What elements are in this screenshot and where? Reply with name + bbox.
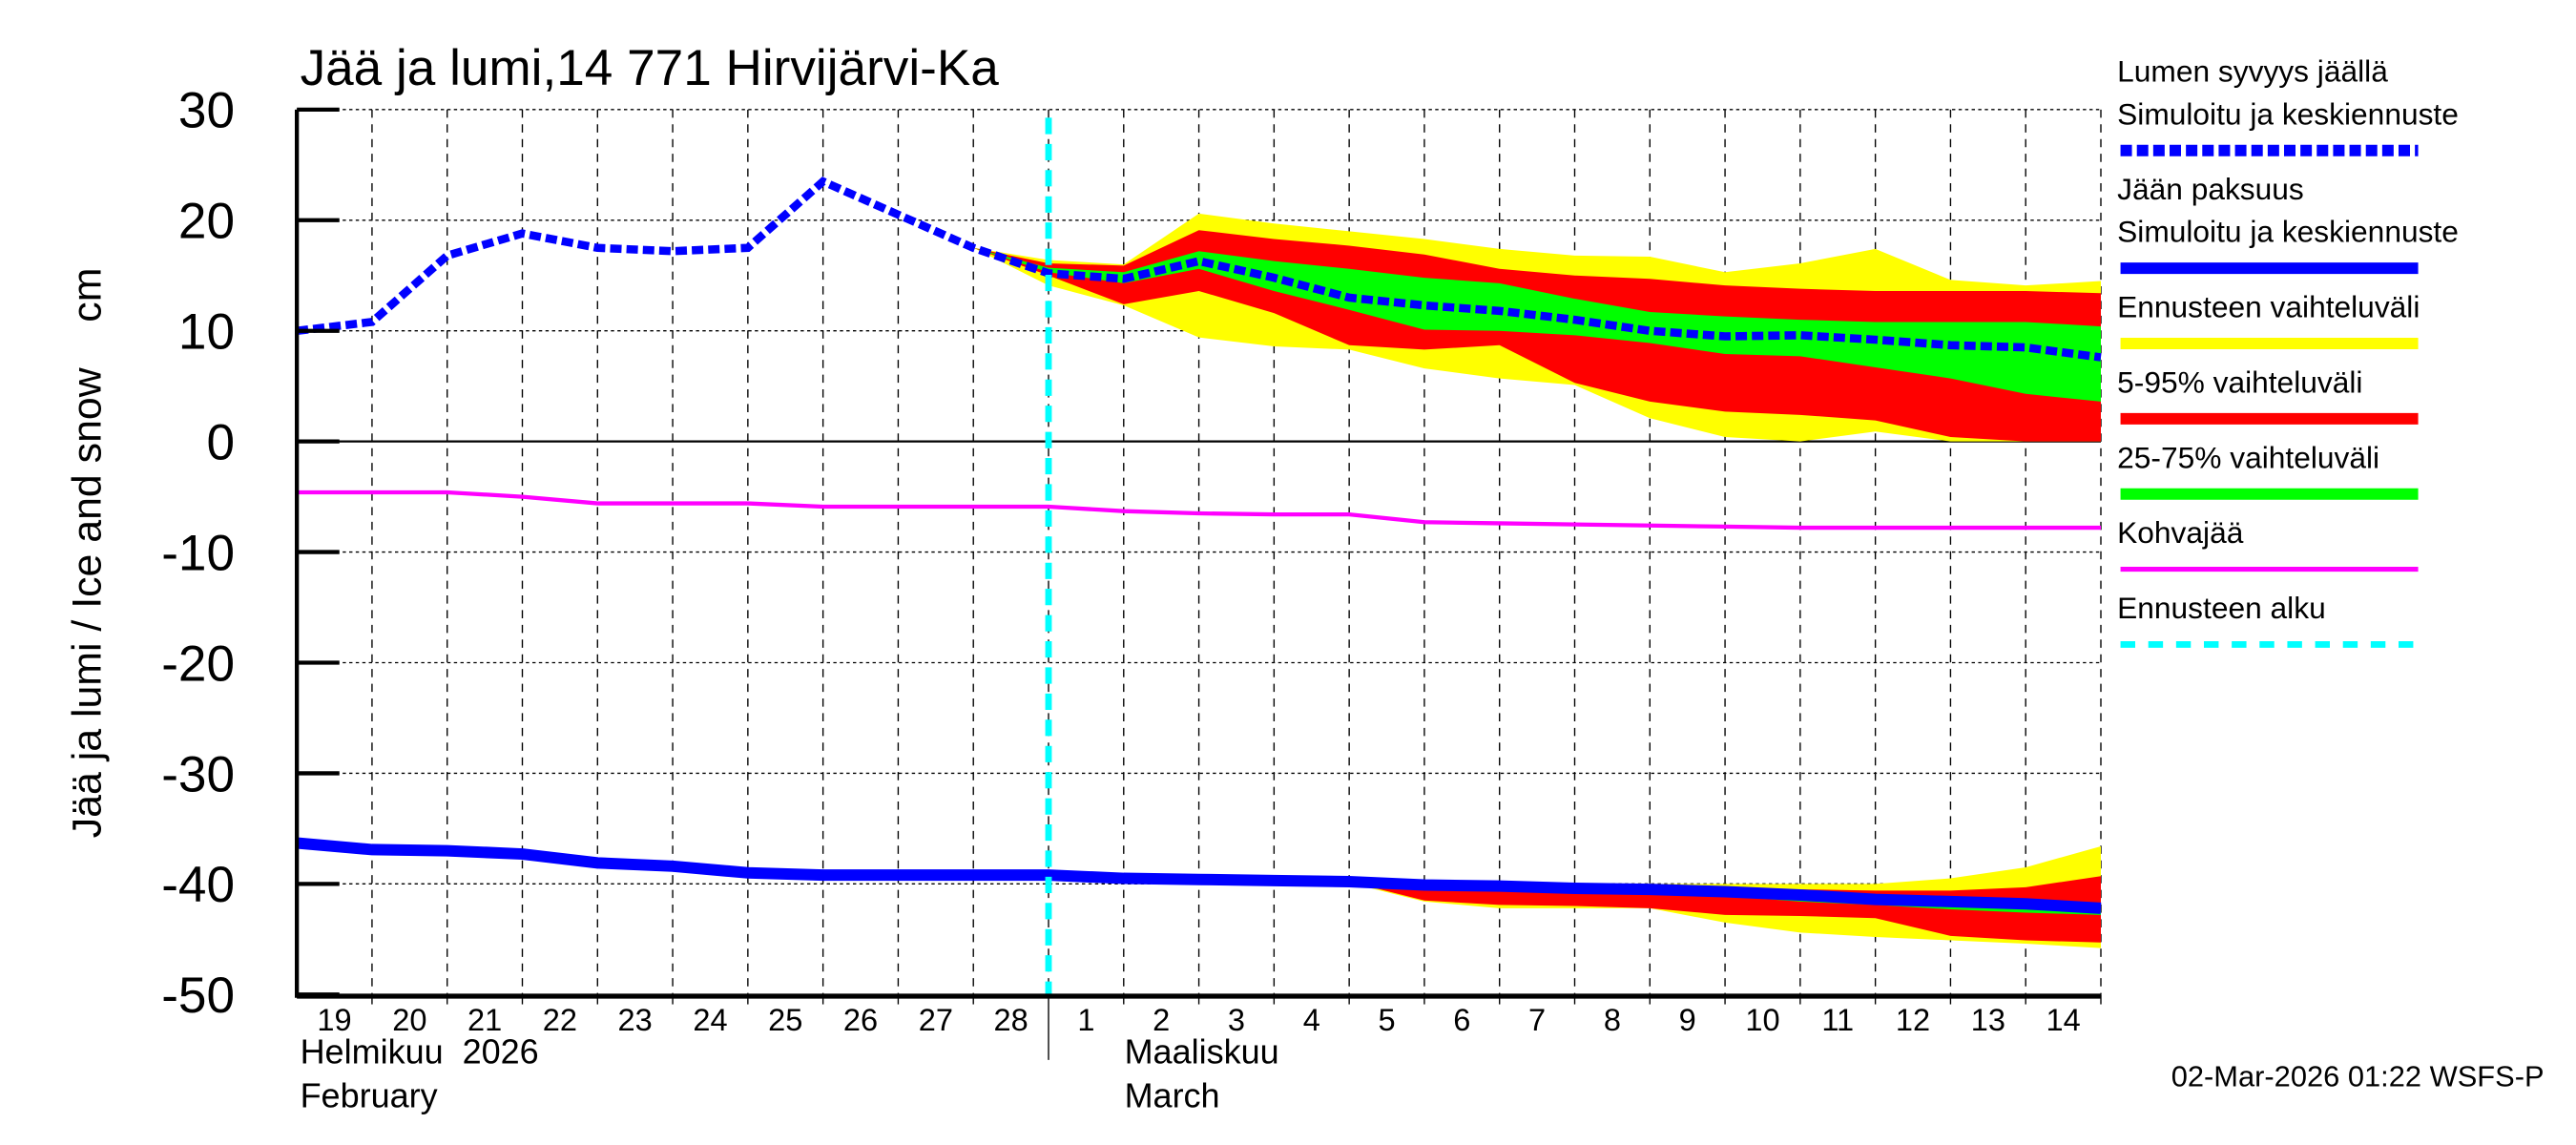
legend-label: Kohvajää	[2117, 515, 2244, 550]
x-day-label: 8	[1604, 1003, 1621, 1037]
footer-timestamp: 02-Mar-2026 01:22 WSFS-P	[2171, 1059, 2545, 1093]
legend-label: Ennusteen alku	[2117, 591, 2326, 625]
x-day-label: 13	[1971, 1003, 2005, 1037]
y-tick-label: 10	[178, 304, 235, 361]
y-tick-label: -50	[161, 968, 235, 1024]
legend: Lumen syvyys jäällä Simuloitu ja keskienn…	[2117, 54, 2459, 648]
month-label-mar-fi: Maaliskuu	[1125, 1031, 1279, 1071]
snow-depth-line	[296, 177, 2102, 362]
kohvajaa-line	[297, 489, 2101, 531]
month-label-mar-en: March	[1125, 1076, 1220, 1115]
month-label-feb-en: February	[301, 1076, 438, 1115]
x-day-label: 6	[1453, 1003, 1470, 1037]
x-day-label: 28	[993, 1003, 1028, 1037]
legend-label: 5-95% vaihteluväli	[2117, 364, 2362, 399]
x-day-label: 24	[693, 1003, 727, 1037]
x-day-label: 25	[768, 1003, 802, 1037]
legend-label: Jään paksuus	[2117, 172, 2304, 206]
x-day-label: 4	[1303, 1003, 1320, 1037]
legend-label: Lumen syvyys jäällä	[2117, 54, 2388, 89]
x-day-label: 1	[1077, 1003, 1094, 1037]
x-day-label: 23	[618, 1003, 653, 1037]
chart-title: Jää ja lumi,14 771 Hirvijärvi-Ka	[301, 40, 1000, 96]
x-day-label: 9	[1679, 1003, 1696, 1037]
x-day-label: 5	[1378, 1003, 1395, 1037]
x-axis-labels: 19 20 21 22 23 24 25 26 27 28 1 2 3 4 5 6 7 8 9 10 11 12 13 14	[317, 1003, 2080, 1037]
y-axis-label: Jää ja lumi / Ice and snow cm	[64, 268, 110, 839]
ice-thickness-line	[296, 837, 2102, 914]
x-day-label: 21	[467, 1003, 502, 1037]
y-tick-label: -20	[161, 635, 235, 692]
legend-label: Simuloitu ja keskiennuste	[2117, 96, 2459, 131]
band-ice_25_75	[1274, 880, 2101, 915]
forecast-bands	[973, 213, 2101, 948]
grid	[297, 109, 2102, 995]
y-tick-label: -40	[161, 857, 235, 913]
y-tick-label: -10	[161, 525, 235, 581]
y-tick-label: -30	[161, 746, 235, 802]
x-day-label: 14	[2046, 1003, 2080, 1037]
x-day-label: 11	[1821, 1003, 1854, 1037]
x-day-label: 12	[1896, 1003, 1930, 1037]
legend-label: Simuloitu ja keskiennuste	[2117, 215, 2459, 249]
y-tick-label: 0	[206, 415, 235, 471]
x-day-label: 19	[317, 1003, 351, 1037]
y-tick-label: 30	[178, 83, 235, 139]
x-day-label: 20	[392, 1003, 426, 1037]
axes: 30 20 10 0 -10 -20 -30 -40 -50	[161, 83, 2102, 1060]
x-day-label: 10	[1745, 1003, 1779, 1037]
x-day-label: 7	[1528, 1003, 1546, 1037]
x-day-label: 22	[543, 1003, 577, 1037]
band-ice_5_95	[1274, 876, 2101, 943]
x-day-label: 2	[1153, 1003, 1170, 1037]
legend-label: 25-75% vaihteluväli	[2117, 440, 2379, 474]
x-day-label: 26	[843, 1003, 878, 1037]
x-day-label: 3	[1228, 1003, 1245, 1037]
month-label-feb-fi: Helmikuu 2026	[301, 1031, 539, 1071]
legend-label: Ennusteen vaihteluväli	[2117, 290, 2420, 324]
x-day-label: 27	[919, 1003, 953, 1037]
series-lines	[296, 117, 2102, 995]
y-tick-label: 20	[178, 194, 235, 250]
band-snow_25_75	[973, 247, 2101, 402]
